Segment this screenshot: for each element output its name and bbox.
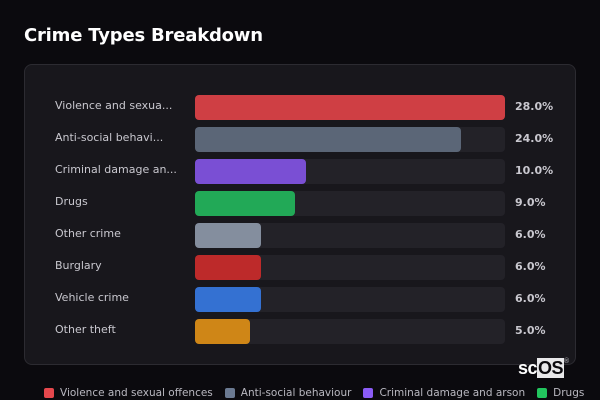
bar-row: Vehicle crime 6.0% [25,287,575,312]
legend-label: Violence and sexual offences [60,387,213,399]
bar-percent: 24.0% [515,132,554,145]
registered-icon: ® [564,358,569,365]
bar-fill [195,319,251,344]
legend-item[interactable]: Anti-social behaviour [224,387,352,399]
bar-track [195,191,505,216]
bar-fill [195,223,262,248]
bar-row: Other theft 5.0% [25,319,575,344]
watermark-logo: scOS® [518,358,569,379]
bar-row: Drugs 9.0% [25,191,575,216]
bar-track [195,319,505,344]
bar-percent: 6.0% [515,228,546,241]
bar-track [195,287,505,312]
legend-label: Drugs [553,387,585,399]
bar-track [195,223,505,248]
legend-label: Criminal damage and arson [379,387,526,399]
bar-fill [195,287,262,312]
bar-percent: 6.0% [515,260,546,273]
bar-fill [195,95,505,120]
bar-fill [195,255,262,280]
bar-row: Anti-social behavi... 24.0% [25,127,575,152]
bar-percent: 9.0% [515,196,546,209]
legend-swatch-icon [224,388,235,398]
bar-track [195,159,505,184]
bar-track [195,95,505,120]
bar-percent: 10.0% [515,164,554,177]
watermark-os: OS [537,358,565,378]
legend-swatch-icon [44,388,54,398]
legend-item[interactable]: Criminal damage and arson [363,387,525,399]
bar-label: Burglary [55,259,102,272]
bar-fill [195,127,461,152]
legend-swatch-icon [537,388,548,398]
legend-label: Anti-social behaviour [240,387,352,399]
bar-label: Criminal damage an... [55,163,177,176]
chart-card: Violence and sexua... 28.0% Anti-social be… [24,64,576,365]
legend-item[interactable]: Drugs [537,387,584,399]
bar-label: Vehicle crime [55,291,129,304]
bar-label: Violence and sexua... [55,99,173,112]
bar-row: Burglary 6.0% [25,255,575,280]
bar-label: Other crime [55,227,121,240]
page-title: Crime Types Breakdown [24,25,263,46]
bar-percent: 28.0% [515,100,554,113]
bar-label: Other theft [55,323,116,336]
bar-fill [195,159,306,184]
bar-label: Drugs [55,195,88,208]
bar-row: Violence and sexua... 28.0% [25,95,575,120]
bar-row: Criminal damage an... 10.0% [25,159,575,184]
legend: Violence and sexual offences Anti-social … [44,387,584,399]
bar-track [195,255,505,280]
bar-row: Other crime 6.0% [25,223,575,248]
bar-percent: 6.0% [515,292,546,305]
bar-label: Anti-social behavi... [55,131,164,144]
legend-item[interactable]: Violence and sexual offences [44,387,213,399]
watermark-sc: sc [518,358,538,378]
bar-track [195,127,505,152]
legend-swatch-icon [363,388,374,398]
bar-fill [195,191,295,216]
bar-percent: 5.0% [515,324,546,337]
